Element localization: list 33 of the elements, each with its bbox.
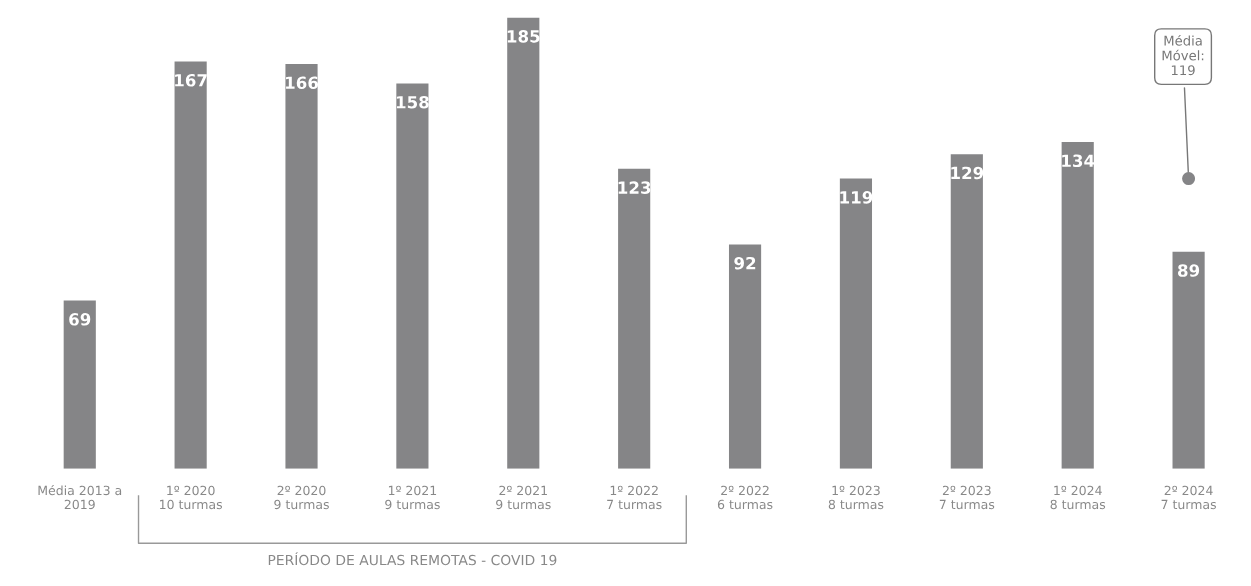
data-label: 129 — [951, 166, 984, 180]
bar — [174, 61, 207, 469]
x-tick-label: 1º 2023 8 turmas — [828, 485, 884, 510]
x-tick-label: Média 2013 a 2019 — [38, 484, 122, 510]
x-tick-label: 1º 2024 8 turmas — [1050, 485, 1106, 510]
x-tick-label: 2º 2023 7 turmas — [939, 485, 995, 510]
data-label: 166 — [286, 76, 319, 90]
x-tick-label: 1º 2022 7 turmas — [607, 485, 662, 510]
x-tick-label: 1º 2020 10 turmas — [160, 485, 223, 510]
bar — [63, 300, 96, 469]
data-label: 89 — [1178, 264, 1200, 277]
bar — [396, 83, 429, 469]
x-tick-label: 2º 2021 9 turmas — [496, 485, 551, 510]
bar — [1061, 141, 1094, 469]
x-tick-label: 2º 2020 9 turmas — [274, 485, 329, 510]
data-label: 134 — [1062, 154, 1095, 168]
bar — [507, 17, 540, 469]
data-label: 119 — [840, 191, 873, 204]
bar — [950, 154, 983, 469]
bar — [728, 244, 762, 469]
bar — [285, 63, 318, 469]
bar — [839, 178, 873, 469]
bar — [618, 168, 651, 469]
data-label: 69 — [69, 313, 91, 326]
x-tick-label: 1º 2021 9 turmas — [385, 485, 440, 510]
data-label: 158 — [396, 95, 429, 109]
annotation: Média Móvel: 119 — [1162, 34, 1204, 76]
bar — [1172, 251, 1205, 469]
text: PERÍODO DE AULAS REMOTAS - COVID 19 — [268, 552, 557, 566]
x-tick-label: 2º 2022 6 turmas — [717, 485, 773, 510]
data-label: 92 — [734, 256, 756, 270]
data-label: 167 — [175, 73, 207, 87]
x-tick-label: 2º 2024 7 turmas — [1161, 485, 1216, 510]
